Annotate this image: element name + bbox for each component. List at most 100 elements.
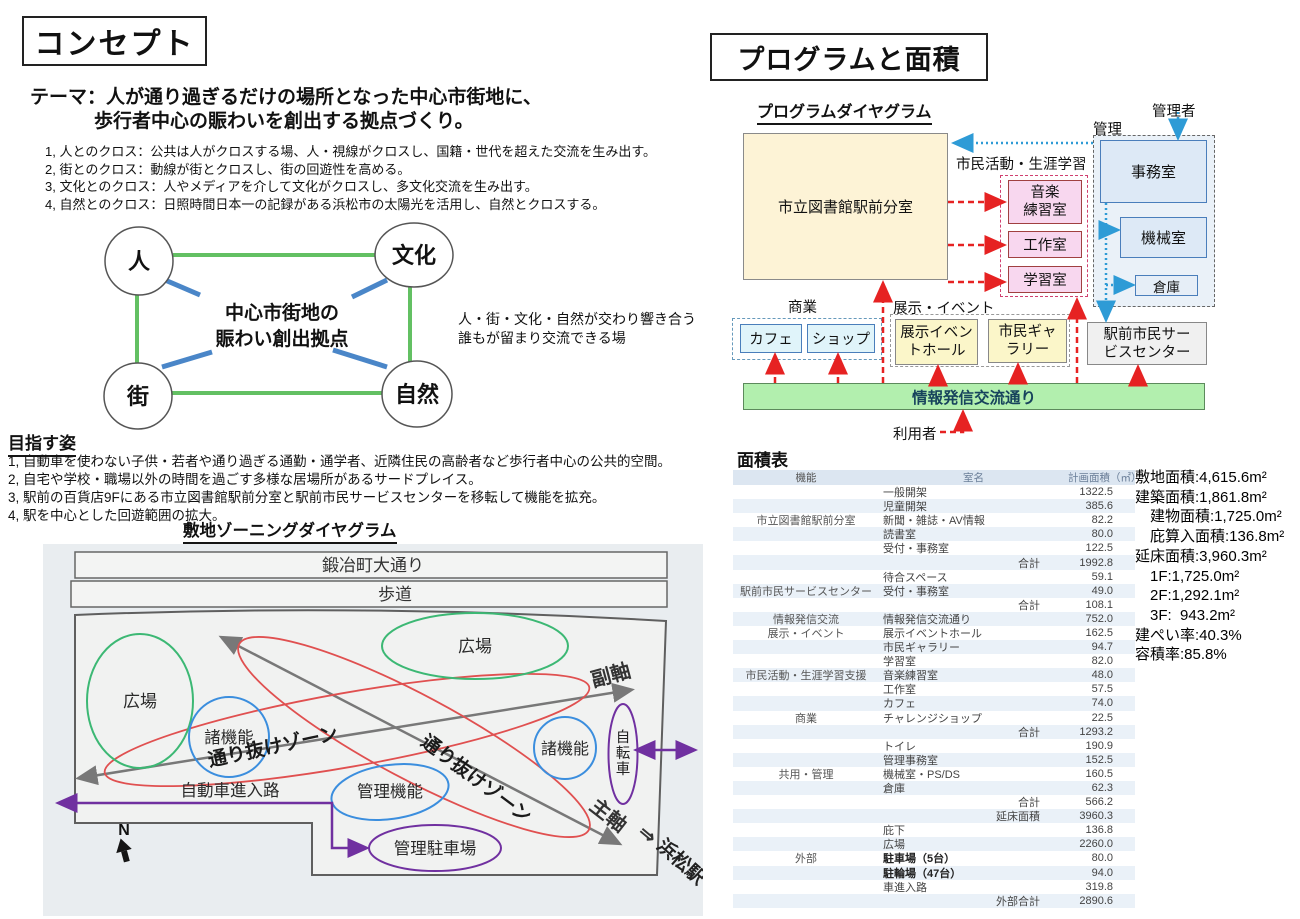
table-row: 合計 108.1 <box>1018 598 1113 612</box>
node-nature-label: 自然 <box>395 382 439 407</box>
table-row: 外部合計 2890.6 <box>733 893 1135 908</box>
goal-point-4: 4, 駅を中心とした回遊範囲の拡大。 <box>8 508 226 523</box>
street-band-label: 鍛冶町大通り <box>322 556 424 575</box>
concept-point-3: 3, 文化とのクロス：人やメディアを介して文化がクロスし、多文化交流を生み出す。 <box>45 179 538 194</box>
program-diagram-heading: プログラムダイヤグラム <box>757 98 932 125</box>
office-box: 事務室 <box>1100 140 1207 203</box>
table-row: 情報発信交流 情報発信交流通り 752.0 <box>733 611 1135 626</box>
car-entry-route-arrow <box>55 793 370 858</box>
storage-box: 倉庫 <box>1135 275 1198 296</box>
node-culture-label: 文化 <box>392 243 436 268</box>
program-section-title: プログラムと面積 <box>710 33 988 81</box>
table-row: 工作室 57.5 <box>883 683 1113 697</box>
info-street-bar: 情報発信交流通り <box>743 383 1205 410</box>
plaza-right-ellipse <box>381 612 569 680</box>
users-label: 利用者 <box>893 427 937 443</box>
table-row: 合計 566.2 <box>1018 796 1113 810</box>
main-axis-arrow <box>218 635 623 846</box>
table-row: 車進入路 319.8 <box>883 880 1113 894</box>
table-row: 児童開架 385.6 <box>733 499 1135 514</box>
cafe-box: カフェ <box>740 324 802 353</box>
manager-label: 管理者 <box>1152 104 1196 120</box>
concept-point-4: 4, 自然とのクロス：日照時間日本一の記録がある浜松市の太陽光を活用し、自然とク… <box>45 196 606 212</box>
north-label: N <box>118 822 130 839</box>
table-row: 倉庫 62.3 <box>733 780 1135 796</box>
table-row: 市民活動・生涯学習支援 音楽練習室 48.0 <box>733 668 1135 683</box>
functions-right-label: 諸機能 <box>541 740 589 758</box>
area-table: 機能 室名 計画面積（㎡） 一般開架 1322.5 児童開架 385.6 市立図書館駅前… <box>733 470 1142 908</box>
goal-points: 1, 自動車を使わない子供・若者や通り過ぎる通勤・通学者、近隣住民の高齢者など歩… <box>8 453 671 525</box>
mgmt-parking-label: 管理駐車場 <box>394 839 477 858</box>
functions-left-label: 諸機能 <box>204 728 254 747</box>
concept-relation-diagram: 人 文化 街 自然 中心市街地の 賑わい創出拠点 <box>103 222 454 430</box>
table-row: 待合スペース 59.1 <box>883 570 1113 584</box>
commerce-group-label: 商業 <box>788 300 817 316</box>
node-town-label: 街 <box>126 384 149 409</box>
goal-point-2: 2, 自宅や学校・職場以外の時間を過ごす多様な居場所があるサードプレイス。 <box>8 472 482 487</box>
concept-section-title: コンセプト <box>22 16 207 66</box>
concept-cross-points: 1, 人とのクロス：公共は人がクロスする場、人・視線がクロスし、国籍・世代を超え… <box>45 143 656 213</box>
table-row: 市民ギャラリー 94.7 <box>733 640 1135 655</box>
street-band <box>74 551 668 579</box>
table-row: 一般開架 1322.5 <box>883 486 1113 500</box>
table-row: 駐輪場（47台） 94.0 <box>733 865 1135 880</box>
table-row: カフェ 74.0 <box>733 696 1135 711</box>
concept-note-line2: 誰もが留まり交流できる場 <box>458 330 626 346</box>
area-summary: 敷地面積:4,615.6m² 建築面積:1,861.8m² 建物面積:1,725… <box>1135 469 1285 664</box>
table-row: 延床面積 3960.3 <box>733 809 1135 824</box>
zoning-diagram: 鍛冶町大通り 歩道 広場 広場 諸機 <box>43 544 711 916</box>
node-town-circle <box>103 362 173 430</box>
plaza-left-ellipse <box>86 633 194 769</box>
theme-statement: テーマ：人が通り過ぎるだけの場所となった中心市街地に、 歩行者中心の賑わいを創出… <box>30 86 542 134</box>
pass-zone-ellipse-a <box>103 672 591 788</box>
machine-room-box: 機械室 <box>1120 217 1207 258</box>
node-person-circle <box>104 226 174 296</box>
functions-right-circle <box>533 716 597 780</box>
program-diagram: 市立図書館駅前分室 市民活動・生涯学習 音楽 練習室 工作室 学習室 管理 管理… <box>730 95 1216 445</box>
plaza-right-label: 広場 <box>458 637 492 656</box>
node-person-label: 人 <box>128 249 150 274</box>
table-row: 市立図書館駅前分室 新聞・雑誌・AV情報 82.2 <box>756 514 1114 528</box>
center-slogan-line1: 中心市街地の <box>225 301 339 324</box>
management-group-label: 管理 <box>1093 122 1122 138</box>
craft-room-box: 工作室 <box>1008 231 1082 258</box>
sidewalk-band <box>70 580 668 608</box>
concept-note-line1: 人・街・文化・自然が交わり響き合う <box>458 311 696 327</box>
area-table-body: 一般開架 1322.5 児童開架 385.6 市立図書館駅前分室 新聞・雑誌・AV情報 82… <box>733 485 1135 908</box>
column-header-area: 計画面積（㎡） <box>1068 472 1142 484</box>
music-room-box: 音楽 練習室 <box>1008 180 1082 224</box>
functions-left-circle <box>188 696 270 778</box>
exhibit-group-label: 展示・イベント <box>893 301 995 317</box>
table-header-row: 機能 室名 計画面積（㎡） <box>733 470 1142 485</box>
exhibit-group-container <box>890 314 1070 367</box>
goal-point-1: 1, 自動車を使わない子供・若者や通り過ぎる通勤・通学者、近隣住民の高齢者など歩… <box>8 454 672 469</box>
gallery-box: 市民ギャ ラリー <box>988 319 1067 363</box>
car-entry-label: 自動車進入路 <box>181 781 281 800</box>
table-row: 商業 チャレンジショップ 22.5 <box>795 711 1113 725</box>
plaza-left-label: 広場 <box>123 692 157 711</box>
goal-heading: 目指す姿 <box>8 429 76 457</box>
theme-line2: 歩行者中心の賑わいを創出する拠点づくり。 <box>94 111 474 132</box>
table-row: 学習室 82.0 <box>883 655 1113 669</box>
bicycle-label: 自 転 車 <box>615 730 631 778</box>
table-row: 駅前市民サービスセンター 受付・事務室 49.0 <box>733 583 1135 598</box>
zoning-diagram-heading: 敷地ゾーニングダイヤグラム <box>183 517 397 544</box>
shop-box: ショップ <box>807 324 875 353</box>
table-row: 展示・イベント 展示イベントホール 162.5 <box>767 626 1114 640</box>
green-relation-lines <box>135 253 412 395</box>
node-nature-circle <box>381 360 453 428</box>
pass-zone-ellipse-b <box>237 636 591 838</box>
theme-line1: テーマ：人が通り過ぎるだけの場所となった中心市街地に、 <box>30 87 542 108</box>
table-row: 庇下 136.8 <box>883 824 1113 838</box>
commerce-group-container <box>732 318 882 360</box>
library-box: 市立図書館駅前分室 <box>743 133 948 280</box>
table-row: 広場 2260.0 <box>733 837 1135 852</box>
table-row: 合計 1992.8 <box>733 555 1135 570</box>
civic-group-label: 市民活動・生涯学習 <box>956 157 1087 173</box>
table-row: トイレ 190.9 <box>883 739 1113 753</box>
goal-point-3: 3, 駅前の百貨店9Fにある市立図書館駅前分室と駅前市民サービスセンターを移転し… <box>8 490 606 505</box>
center-slogan-line2: 賑わい創出拠点 <box>215 327 348 350</box>
sidewalk-band-label: 歩道 <box>378 585 412 604</box>
service-center-box: 駅前市民サー ビスセンター <box>1087 322 1207 365</box>
north-arrow-icon <box>116 838 132 863</box>
